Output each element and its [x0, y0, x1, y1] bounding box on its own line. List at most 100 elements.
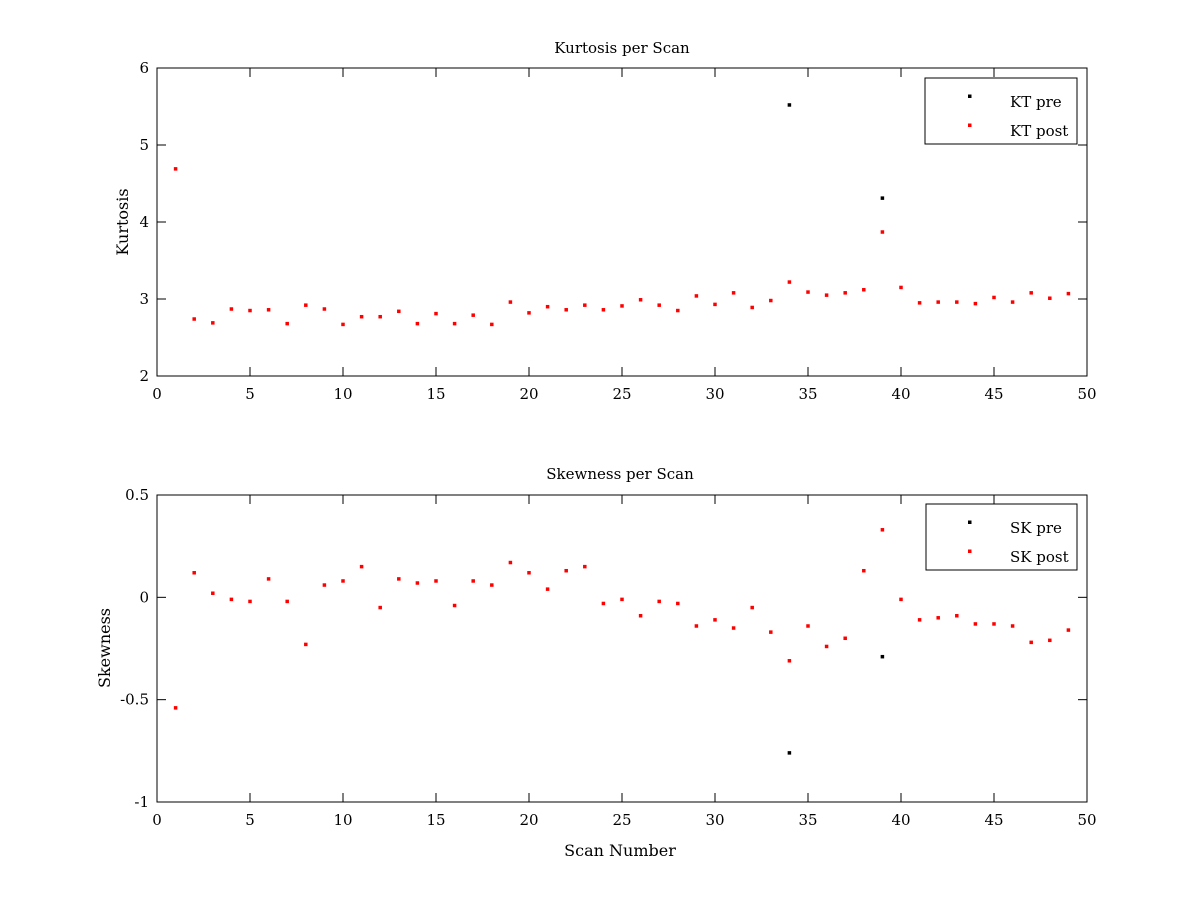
- kurtosis-x-tick-label: 10: [333, 385, 352, 403]
- skewness-y-axis-label: Skewness: [95, 608, 114, 688]
- kurtosis-post-point: [397, 309, 401, 314]
- skewness-x-tick-label: 30: [705, 811, 724, 829]
- kurtosis-x-tick-label: 20: [519, 385, 538, 403]
- skewness-post-point: [1048, 638, 1052, 643]
- kurtosis-y-tick-label: 2: [139, 367, 149, 385]
- kurtosis-post-point: [899, 285, 903, 290]
- skewness-data-points: [173, 528, 1071, 755]
- kurtosis-y-tick-label: 4: [139, 213, 149, 231]
- kurtosis-post-point: [545, 304, 550, 309]
- kurtosis-x-tick-label: 30: [705, 385, 724, 403]
- kurtosis-post-point: [490, 322, 494, 327]
- kurtosis-y-tick-label: 6: [139, 59, 149, 77]
- skewness-legend-marker-post: [968, 549, 972, 553]
- skewness-legend-box: [925, 503, 1078, 571]
- skewness-post-point: [769, 630, 773, 634]
- skewness-x-tick-label: 20: [519, 811, 538, 829]
- skewness-post-point: [917, 618, 922, 622]
- skewness-y-tick-label: 0: [139, 588, 149, 606]
- skewness-post-point: [545, 587, 550, 591]
- skewness-y-tick-label: 0.5: [125, 486, 149, 504]
- kurtosis-post-point: [973, 301, 978, 306]
- kurtosis-x-tick-label: 50: [1077, 385, 1096, 403]
- skewness-post-point: [973, 622, 978, 626]
- skewness-post-point: [955, 614, 959, 618]
- skewness-post-point: [880, 528, 885, 532]
- kurtosis-post-point: [248, 308, 252, 313]
- kurtosis-chart-title: Kurtosis per Scan: [554, 39, 690, 57]
- kurtosis-post-point: [955, 300, 959, 304]
- skewness-x-tick-label: 50: [1077, 811, 1096, 829]
- skewness-legend: SK pre SK post: [925, 503, 1078, 571]
- kurtosis-post-point: [992, 295, 996, 300]
- skewness-post-point: [508, 560, 513, 565]
- kurtosis-post-point: [1066, 291, 1071, 296]
- kurtosis-post-point: [824, 293, 829, 297]
- skewness-post-point: [415, 581, 420, 585]
- kurtosis-x-tick-label: 45: [984, 385, 1003, 403]
- skewness-post-point: [583, 564, 587, 569]
- skewness-x-tick-label: 10: [333, 811, 352, 829]
- skewness-post-point: [248, 599, 252, 604]
- kurtosis-post-point: [1010, 300, 1015, 304]
- kurtosis-post-point: [173, 167, 178, 171]
- kurtosis-post-point: [843, 291, 847, 295]
- skewness-post-point: [527, 571, 531, 575]
- skewness-post-point: [731, 626, 736, 630]
- skewness-post-point: [862, 568, 866, 573]
- kurtosis-post-point: [527, 311, 531, 315]
- skewness-post-point: [657, 599, 661, 604]
- kurtosis-y-tick-label: 3: [139, 290, 149, 308]
- skewness-post-point: [620, 597, 624, 602]
- skewness-post-point: [806, 624, 810, 628]
- skewness-post-point: [601, 601, 606, 606]
- skewness-y-tick-label: -1: [134, 793, 149, 811]
- skewness-post-point: [676, 601, 680, 606]
- skewness-x-tick-label: 25: [612, 811, 631, 829]
- skewness-post-point: [452, 603, 457, 608]
- kurtosis-legend-label-post: KT post: [1010, 122, 1068, 140]
- kurtosis-x-tick-label: 25: [612, 385, 631, 403]
- kurtosis-data-points: [173, 103, 1071, 327]
- kurtosis-post-point: [471, 313, 475, 317]
- skewness-post-point: [266, 577, 271, 581]
- kurtosis-post-point: [620, 304, 624, 308]
- kurtosis-legend-box: [924, 77, 1078, 145]
- skewness-x-tick-label: 40: [891, 811, 910, 829]
- kurtosis-post-point: [564, 308, 568, 312]
- kurtosis-post-point: [266, 308, 271, 312]
- kurtosis-post-point: [917, 301, 922, 305]
- skewness-post-point: [750, 605, 754, 610]
- skewness-post-point: [1029, 640, 1033, 645]
- skewness-post-point: [1010, 624, 1015, 628]
- kurtosis-post-point: [1048, 296, 1052, 300]
- skewness-pre-point: [880, 654, 885, 659]
- skewness-legend-label-pre: SK pre: [1010, 519, 1062, 537]
- kurtosis-legend-marker-pre: [968, 94, 972, 98]
- kurtosis-post-point: [1029, 291, 1033, 295]
- skewness-x-tick-label: 35: [798, 811, 817, 829]
- skewness-post-point: [285, 599, 289, 604]
- skewness-post-point: [341, 579, 345, 583]
- kurtosis-post-point: [880, 230, 885, 234]
- kurtosis-post-point: [676, 308, 680, 313]
- kurtosis-post-point: [304, 303, 308, 307]
- kurtosis-post-point: [211, 321, 215, 325]
- kurtosis-x-tick-label: 0: [152, 385, 162, 403]
- kurtosis-post-point: [750, 305, 754, 310]
- kurtosis-pre-point: [880, 196, 885, 200]
- skewness-post-point: [936, 616, 940, 620]
- kurtosis-post-point: [285, 321, 289, 326]
- skewness-ticks: 0 5 10 15 20 25 30 35 40 45 50 -1 -0.5 0 0.5: [120, 486, 1096, 829]
- skewness-post-point: [173, 706, 178, 710]
- skewness-x-tick-label: 5: [245, 811, 255, 829]
- skewness-post-point: [229, 597, 234, 602]
- kurtosis-x-tick-label: 35: [798, 385, 817, 403]
- kurtosis-y-tick-label: 5: [139, 136, 149, 154]
- kurtosis-post-point: [359, 314, 364, 319]
- kurtosis-post-point: [769, 298, 773, 303]
- kurtosis-post-point: [936, 300, 940, 304]
- kurtosis-post-point: [638, 298, 643, 302]
- kurtosis-axes: Kurtosis per Scan Kurtosis 0 5 10 15 20 25 30 3…: [113, 39, 1097, 403]
